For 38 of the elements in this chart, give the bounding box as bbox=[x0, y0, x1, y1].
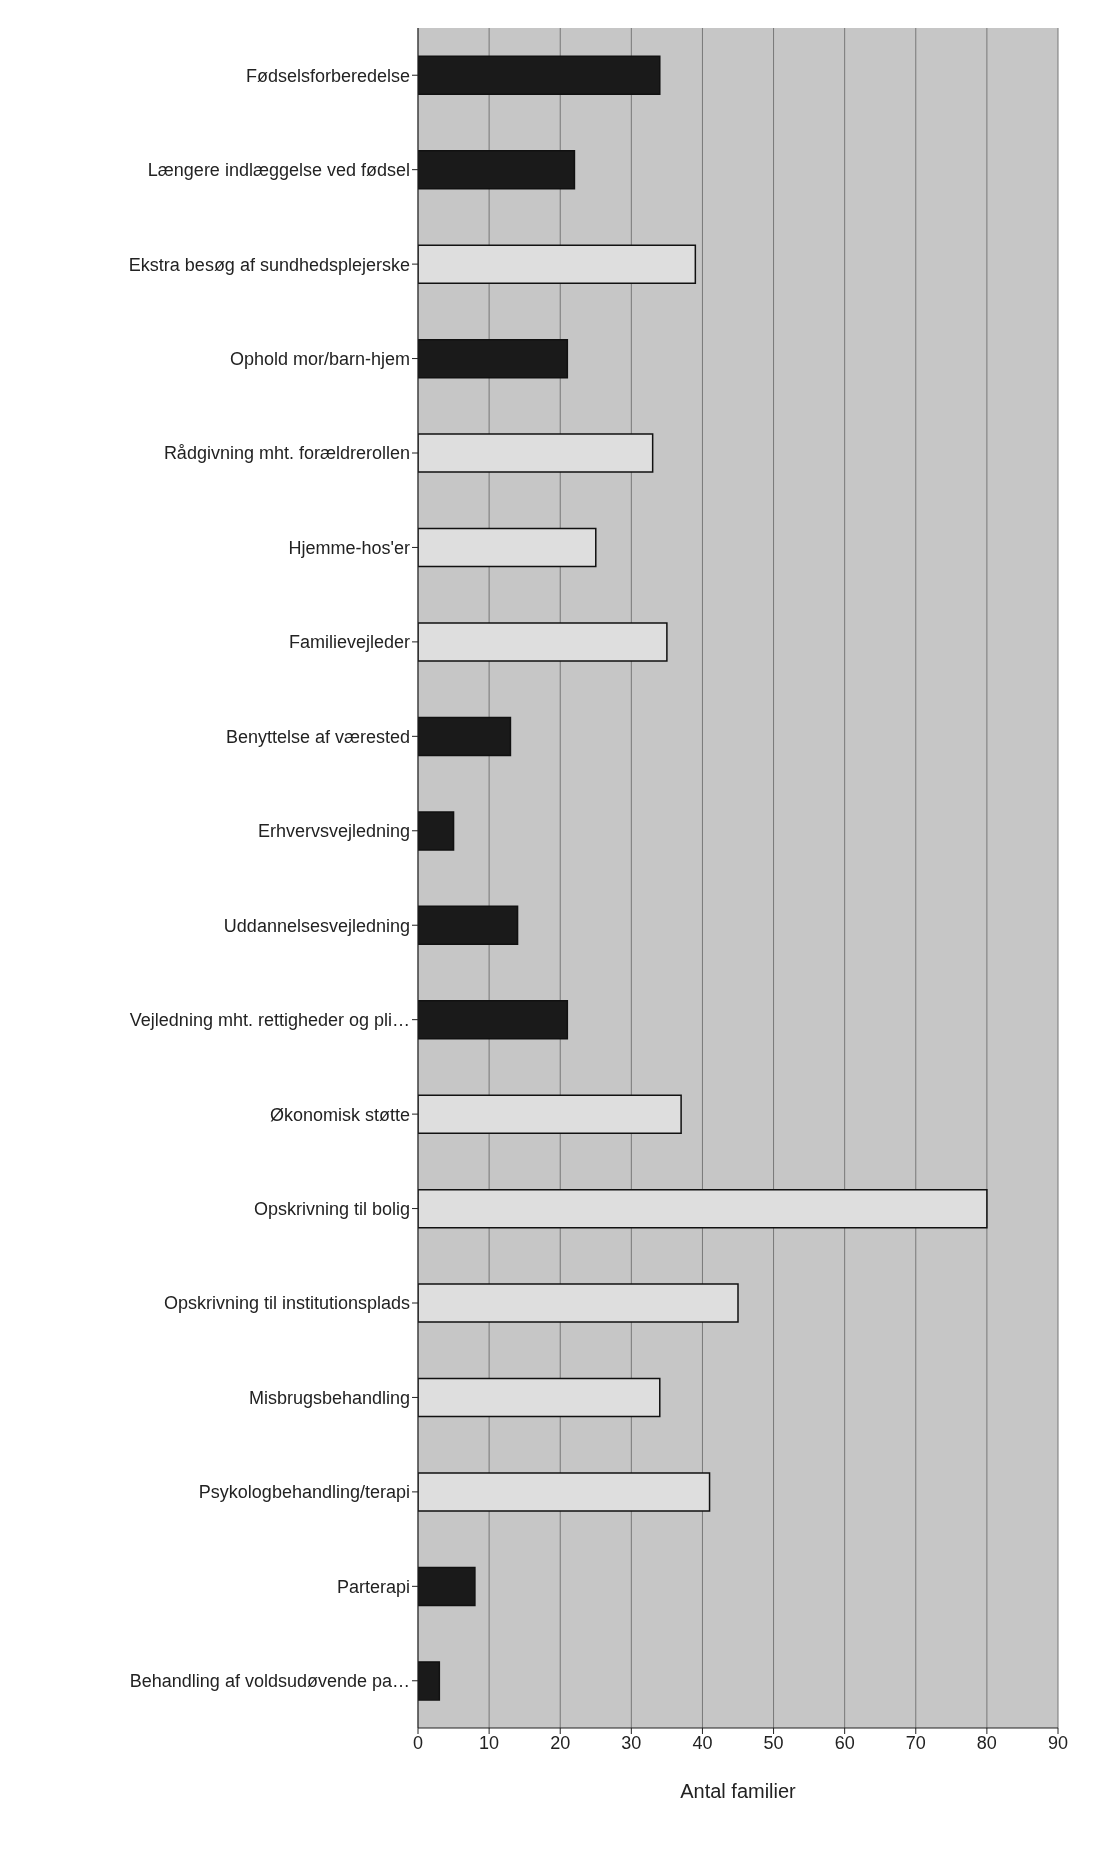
bar bbox=[418, 244, 697, 284]
x-tick-label: 80 bbox=[976, 1732, 997, 1753]
y-tick-label: Behandling af voldsudøvende pa… bbox=[129, 1671, 410, 1692]
y-tick-label: Erhvervsvejledning bbox=[257, 821, 410, 842]
bar bbox=[418, 1472, 711, 1512]
x-axis-title: Antal familier bbox=[680, 1780, 797, 1802]
x-tick-label: 10 bbox=[479, 1732, 500, 1753]
x-tick-label: 70 bbox=[905, 1732, 926, 1753]
y-tick-label: Parterapi bbox=[336, 1576, 410, 1597]
y-tick-label: Benyttelse af værested bbox=[225, 726, 410, 747]
x-tick-label: 30 bbox=[621, 1732, 642, 1753]
x-tick-label: 90 bbox=[1047, 1732, 1069, 1753]
x-tick-label: 50 bbox=[763, 1732, 784, 1753]
bar bbox=[418, 1094, 682, 1134]
y-tick-label: Psykologbehandling/terapi bbox=[198, 1482, 410, 1503]
y-tick-label: Længere indlæggelse ved fødsel bbox=[147, 160, 410, 181]
bar bbox=[418, 1188, 988, 1229]
x-tick-label: 0 bbox=[412, 1732, 424, 1753]
x-tick-label: 60 bbox=[834, 1732, 855, 1753]
bar bbox=[418, 1377, 661, 1418]
y-tick-label: Uddannelsesvejledning bbox=[223, 915, 410, 936]
bar bbox=[418, 1283, 739, 1323]
y-tick-label: Ekstra besøg af sundhedsplejerske bbox=[128, 254, 410, 275]
y-tick-label: Ophold mor/barn-hjem bbox=[229, 348, 410, 369]
y-tick-label: Økonomisk støtte bbox=[269, 1104, 410, 1125]
y-tick-label: Rådgivning mht. forældrerollen bbox=[163, 443, 410, 464]
bar bbox=[418, 527, 597, 568]
y-tick-label: Hjemme-hos'er bbox=[288, 537, 410, 558]
y-tick-label: Fødselsforberedelse bbox=[245, 65, 410, 86]
bar bbox=[418, 622, 668, 662]
y-tick-label: Familievejleder bbox=[288, 632, 410, 653]
x-tick-label: 40 bbox=[692, 1732, 713, 1753]
y-tick-label: Opskrivning til institutionsplads bbox=[163, 1293, 410, 1314]
x-tick-label: 20 bbox=[550, 1732, 571, 1753]
bar bbox=[418, 433, 654, 473]
y-tick-label: Misbrugsbehandling bbox=[248, 1387, 410, 1408]
y-tick-label: Vejledning mht. rettigheder og pli… bbox=[129, 1010, 410, 1031]
y-tick-label: Opskrivning til bolig bbox=[253, 1198, 410, 1219]
